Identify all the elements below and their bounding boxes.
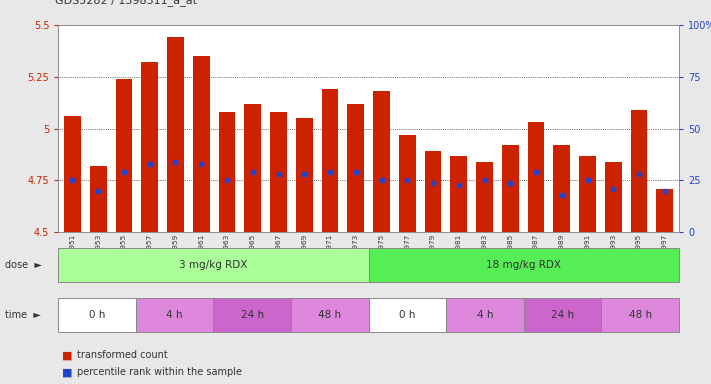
Text: 4 h: 4 h [166,310,183,320]
Bar [136,298,213,332]
Text: 24 h: 24 h [241,310,264,320]
Bar [524,298,602,332]
Text: 3 mg/kg RDX: 3 mg/kg RDX [179,260,247,270]
Bar [502,145,519,232]
Text: time  ►: time ► [5,310,41,320]
Text: transformed count: transformed count [77,350,169,360]
Bar [58,248,369,282]
Bar [476,162,493,232]
Bar [348,104,364,232]
Bar [296,118,313,232]
Text: 48 h: 48 h [629,310,652,320]
Bar [64,116,81,232]
Bar [602,298,679,332]
Text: 0 h: 0 h [89,310,105,320]
Bar [245,104,261,232]
Bar [399,135,416,232]
Bar [605,162,621,232]
Text: dose  ►: dose ► [5,260,42,270]
Text: 24 h: 24 h [551,310,574,320]
Bar [291,298,369,332]
Bar [141,62,158,232]
Bar [369,298,447,332]
Bar [218,112,235,232]
Bar [373,91,390,232]
Bar [631,110,648,232]
Text: ■: ■ [62,350,73,360]
Bar [656,189,673,232]
Text: 4 h: 4 h [477,310,493,320]
Text: percentile rank within the sample: percentile rank within the sample [77,367,242,377]
Text: 48 h: 48 h [319,310,341,320]
Bar [193,56,210,232]
Bar [528,122,545,232]
Bar [213,298,291,332]
Bar [424,151,442,232]
Bar [369,248,679,282]
Bar [579,156,596,232]
Text: 18 mg/kg RDX: 18 mg/kg RDX [486,260,561,270]
Bar [58,298,136,332]
Bar [90,166,107,232]
Bar [270,112,287,232]
Bar [553,145,570,232]
Bar [451,156,467,232]
Bar [167,37,184,232]
Bar [321,89,338,232]
Text: GDS5282 / 1398311_a_at: GDS5282 / 1398311_a_at [55,0,197,6]
Text: ■: ■ [62,367,73,377]
Bar [447,298,524,332]
Bar [116,79,132,232]
Text: 0 h: 0 h [400,310,416,320]
